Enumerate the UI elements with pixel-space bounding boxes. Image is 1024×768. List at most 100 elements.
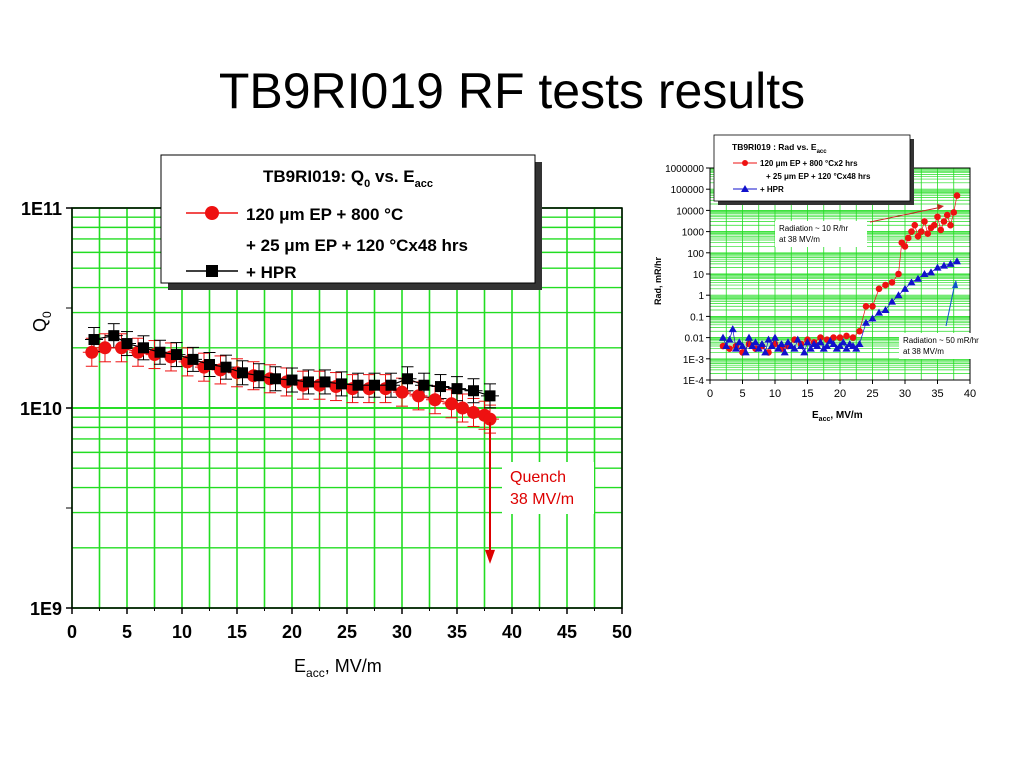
- quench-arrow-head: [485, 549, 495, 564]
- data-point: [829, 339, 838, 347]
- y-tick-label: 1E9: [30, 599, 62, 619]
- data-point: [445, 397, 458, 411]
- data-point: [934, 213, 941, 221]
- data-point: [875, 308, 883, 316]
- data-point: [875, 285, 883, 293]
- y-tick-label: 10000: [676, 206, 704, 217]
- data-point: [946, 259, 955, 267]
- y-tick-label: 100: [687, 249, 704, 260]
- y-tick-label: 1: [698, 291, 704, 302]
- data-point: [722, 342, 731, 350]
- x-tick-label: 10: [172, 622, 192, 642]
- data-point: [484, 390, 496, 402]
- data-point: [745, 333, 753, 341]
- y-tick-label: 1E-4: [683, 376, 705, 387]
- slide-title: TB9RI019 RF tests results: [218, 63, 806, 119]
- legend-label: 120 μm EP + 800 °C: [246, 205, 403, 224]
- q0-y-axis-label: Q0: [30, 311, 54, 332]
- data-point: [138, 342, 149, 354]
- legend-marker-square: [206, 265, 218, 277]
- legend-marker-triangle: [741, 185, 749, 192]
- x-tick-label: 20: [282, 622, 302, 642]
- data-point: [467, 405, 480, 419]
- data-point: [790, 344, 799, 352]
- rad-annotation-red: at 38 MV/m: [779, 235, 820, 244]
- y-tick-label: 0.1: [690, 312, 704, 323]
- legend-box: [160, 154, 536, 284]
- data-point: [732, 344, 740, 352]
- x-tick-label: 5: [739, 388, 745, 400]
- data-point: [784, 338, 792, 346]
- data-point: [924, 230, 932, 237]
- rad-annotation-blue: Radiation ~ 50 mR/hr: [903, 336, 979, 345]
- data-point: [904, 234, 912, 242]
- data-point: [849, 334, 857, 341]
- data-point: [456, 401, 469, 415]
- data-point: [738, 342, 747, 350]
- data-point: [761, 348, 770, 356]
- data-point: [319, 376, 331, 388]
- data-point: [817, 334, 824, 341]
- data-point: [121, 338, 133, 350]
- y-tick-label: 1E-3: [683, 355, 705, 366]
- data-point: [793, 335, 802, 343]
- x-tick-label: 40: [964, 388, 976, 400]
- data-point: [852, 344, 861, 352]
- data-point: [797, 342, 805, 350]
- data-point: [921, 218, 928, 225]
- rad-annotation-box: [775, 221, 867, 247]
- data-point: [154, 346, 166, 358]
- rad-annotation-box: [899, 333, 1007, 359]
- data-point: [911, 221, 919, 229]
- data-point: [741, 348, 750, 356]
- q0-legend: TB9RI019: Q0 vs. Eacc 120 μm EP + 800 °C +…: [160, 154, 542, 290]
- data-point: [933, 263, 942, 271]
- data-point: [435, 381, 446, 393]
- legend-label: + HPR: [760, 185, 784, 194]
- data-point: [468, 385, 479, 397]
- q0-axes: 0 5 10 15 20 25 30 35 40 45 50 1E11 1E10 1E9: [20, 199, 632, 642]
- q0-quench-annotation: Quench 38 MV/m: [485, 422, 594, 564]
- data-point: [914, 274, 922, 282]
- rad-annotation-arrow: [869, 206, 943, 223]
- data-point: [171, 349, 182, 361]
- x-tick-label: 45: [557, 622, 577, 642]
- x-tick-label: 20: [834, 388, 846, 400]
- y-tick-label: 10: [693, 270, 705, 281]
- data-point: [751, 338, 760, 346]
- data-point: [774, 344, 783, 352]
- data-point: [237, 367, 248, 379]
- data-point: [940, 218, 948, 225]
- data-point: [901, 284, 909, 292]
- y-tick-label: 1000000: [665, 164, 704, 175]
- y-tick-label: 1E10: [20, 399, 62, 419]
- legend-marker-circle: [742, 160, 748, 166]
- x-tick-label: 25: [337, 622, 357, 642]
- quench-label: 38 MV/m: [510, 491, 574, 508]
- data-point: [894, 291, 903, 299]
- data-point: [950, 209, 958, 216]
- x-tick-label: 10: [769, 388, 781, 400]
- y-tick-label: 1000: [682, 228, 705, 239]
- data-point: [780, 348, 789, 356]
- data-point: [907, 278, 916, 286]
- data-point: [758, 339, 766, 347]
- data-point: [303, 376, 314, 388]
- data-point: [842, 344, 851, 352]
- data-point: [901, 243, 909, 250]
- quench-label: Quench: [510, 469, 566, 486]
- x-tick-label: 5: [122, 622, 132, 642]
- data-point: [830, 334, 837, 341]
- data-point: [253, 370, 265, 382]
- rad-annotation-blue: at 38 MV/m: [903, 347, 944, 356]
- legend-label: + 25 μm EP + 120 °Cx48 hrs: [246, 236, 468, 255]
- data-point: [395, 385, 409, 399]
- data-point: [735, 338, 744, 346]
- x-tick-label: 25: [866, 388, 878, 400]
- rad-annotation-arrowhead: [937, 204, 944, 210]
- data-point: [826, 336, 835, 344]
- data-point: [823, 342, 831, 350]
- data-point: [895, 270, 902, 278]
- rad-x-axis-label: Eacc, MV/m: [812, 410, 863, 423]
